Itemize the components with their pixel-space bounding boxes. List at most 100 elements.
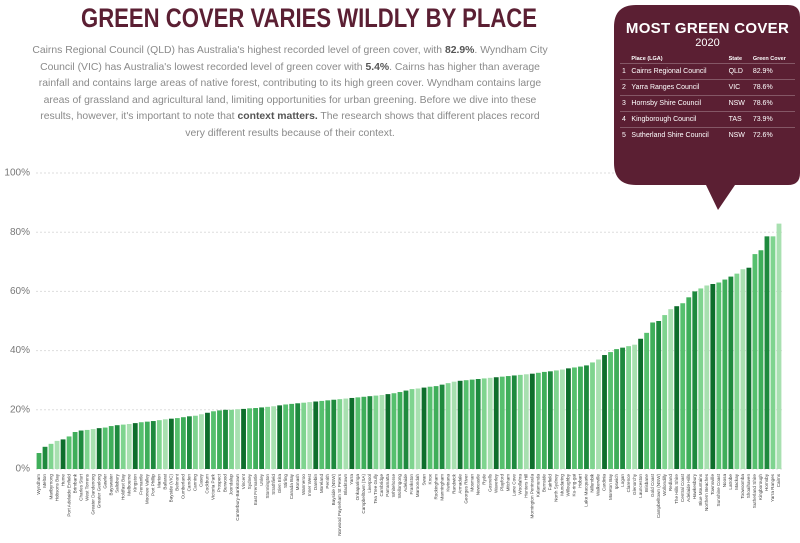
x-tick-label: Burnside — [542, 474, 547, 493]
x-tick-label: Canada Bay — [289, 473, 294, 499]
x-tick-label: Liverpool — [367, 474, 372, 493]
x-tick-label: Brimbank — [72, 473, 77, 493]
bar — [752, 254, 758, 469]
bar — [90, 429, 96, 469]
table-row: 1 Cairns Regional Council QLD 82.9% — [620, 63, 795, 80]
bar — [517, 374, 523, 469]
bar — [451, 381, 457, 469]
x-tick-label: Cumberland — [181, 474, 186, 499]
x-tick-label: Mosman — [469, 474, 474, 492]
x-tick-label: Bayside (VIC) — [169, 474, 174, 503]
bar — [644, 332, 650, 469]
bar — [493, 377, 499, 469]
bar — [217, 410, 222, 469]
x-tick-label: Swan — [421, 474, 426, 486]
x-tick-label: Hornsby — [764, 473, 769, 491]
x-tick-label: Bayswater — [108, 474, 113, 496]
bar — [259, 407, 265, 469]
bar — [421, 387, 427, 469]
x-tick-label: Greater Dandenong — [90, 474, 95, 515]
bar — [704, 285, 710, 469]
table-cell: Yarra Ranges Council — [629, 79, 727, 96]
x-tick-label: Knox — [427, 473, 432, 484]
bar — [668, 309, 674, 469]
x-tick-label: Strathfield — [271, 474, 276, 495]
y-tick-label: 20% — [10, 404, 30, 415]
x-tick-label: Monash — [295, 474, 300, 491]
x-tick-label: Brisbane — [644, 474, 649, 493]
x-tick-label: Georges River — [463, 474, 468, 504]
table-cell: QLD — [726, 63, 751, 80]
bar — [289, 403, 295, 469]
bar — [72, 432, 78, 469]
x-tick-label: Port Phillip — [151, 474, 156, 496]
bar — [307, 402, 313, 469]
bar — [710, 284, 716, 469]
x-tick-label: Waverley — [493, 473, 498, 493]
x-tick-label: Newcastle — [475, 474, 480, 496]
bar — [590, 362, 595, 469]
bar — [223, 409, 228, 469]
table-cell: 3 — [620, 95, 630, 112]
bar — [205, 412, 210, 469]
y-tick-label: 100% — [4, 168, 30, 179]
x-tick-label: Wollondilly — [662, 473, 667, 496]
bar — [235, 409, 240, 469]
x-tick-label: North Sydney — [554, 473, 559, 502]
column-header: Place (LGA) — [631, 56, 663, 62]
table-row: 3 Hornsby Shire Council NSW 78.6% — [620, 95, 795, 112]
x-tick-label: Wollongong — [397, 474, 402, 499]
bar — [265, 406, 271, 469]
x-tick-label: Camden — [187, 474, 192, 492]
x-tick-label: Blue Mountains — [698, 473, 703, 505]
bar — [331, 399, 337, 469]
x-tick-label: Charles Sturt — [78, 473, 83, 501]
table-cell: 72.6% — [750, 127, 795, 143]
table-cell: NSW — [726, 95, 751, 112]
box-title: MOST GREEN COVER — [625, 20, 790, 37]
table-cell: 73.9% — [750, 111, 795, 128]
x-tick-label: East Fremantle — [253, 474, 258, 506]
x-tick-label: Inner West — [307, 473, 312, 496]
x-tick-label: Lane Cove — [512, 474, 517, 497]
intro-highlight: 82.9% — [444, 45, 475, 56]
x-tick-label: Cockburn — [205, 474, 210, 494]
x-tick-label: Lake Macquarie — [584, 474, 589, 507]
x-tick-label: Greater Geelong — [96, 474, 101, 509]
bar — [547, 371, 553, 469]
bar — [650, 322, 656, 469]
table-cell: NSW — [726, 127, 751, 143]
table-cell: Hornsby Shire Council — [629, 95, 727, 112]
bar — [535, 372, 541, 469]
bar — [734, 273, 740, 469]
bar — [445, 383, 451, 469]
x-tick-label: Vincent — [241, 473, 246, 489]
x-tick-label: Marion — [157, 474, 162, 488]
intro-part: The research shows that different places… — [185, 111, 540, 139]
bar — [193, 415, 198, 469]
bar — [36, 453, 42, 469]
x-tick-label: Armadale — [457, 474, 462, 494]
x-tick-label: Maribyrnong — [48, 474, 53, 500]
bar — [578, 366, 583, 469]
bar — [337, 399, 343, 469]
bar — [722, 279, 728, 469]
bar — [48, 443, 54, 469]
x-tick-label: Logan — [620, 474, 625, 487]
bar — [686, 297, 692, 469]
x-tick-label: Hawkesbury — [692, 473, 697, 499]
x-tick-label: Kwinana — [445, 474, 450, 492]
bar — [168, 418, 174, 469]
x-tick-label: Hunters Hill — [524, 474, 529, 498]
bar — [674, 306, 680, 469]
x-tick-label: Burwood — [223, 474, 228, 493]
bar — [120, 424, 126, 469]
x-tick-label: Latrobe — [728, 474, 733, 490]
x-tick-label: Moreton Bay — [608, 473, 613, 500]
x-tick-label: Glen Eira — [277, 474, 282, 494]
x-tick-label: Townsville — [710, 474, 715, 495]
bar — [728, 276, 734, 469]
x-tick-label: Fremantle — [139, 474, 144, 495]
table-cell: 2 — [620, 79, 630, 96]
